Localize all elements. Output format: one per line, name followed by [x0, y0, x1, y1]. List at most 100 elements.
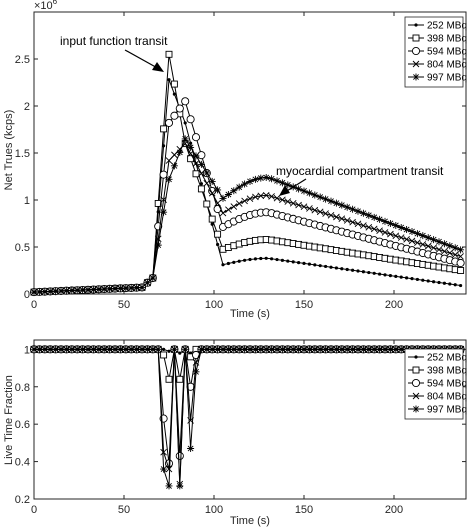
bottom-legend-label: 594 MBq [427, 379, 467, 390]
top-series-marker-4 [35, 288, 43, 296]
exponent-label: ×106 [34, 0, 58, 12]
top-series-marker-0 [448, 282, 452, 286]
bottom-series-marker-4 [397, 345, 405, 353]
bottom-x-tick-label: 50 [118, 504, 130, 516]
bottom-series-marker-4 [219, 345, 227, 353]
bottom-series-marker-4 [208, 345, 216, 353]
top-series-marker-0 [286, 259, 290, 263]
top-series-marker-3 [392, 232, 400, 240]
bottom-series-marker-4 [359, 345, 367, 353]
top-series-marker-4 [316, 193, 324, 201]
top-legend-marker [412, 73, 420, 81]
bottom-series-marker-4 [133, 345, 141, 353]
top-series-marker-3 [419, 241, 427, 248]
top-series-marker-3 [354, 220, 362, 228]
top-series-marker-0 [248, 257, 252, 262]
top-plot-frame [33, 11, 467, 295]
top-series-marker-3 [295, 201, 302, 209]
top-x-axis-label: Time (s) [230, 308, 270, 320]
bottom-plot-frame [33, 339, 467, 500]
top-series-marker-0 [334, 266, 338, 270]
top-series-marker-0 [199, 182, 203, 186]
top-series-marker-3 [257, 192, 265, 200]
bottom-series-marker-4 [251, 345, 259, 353]
top-series-marker-3 [338, 215, 346, 223]
top-series-marker-0 [232, 260, 236, 264]
top-series-marker-3 [360, 222, 367, 229]
top-series-marker-0 [210, 222, 214, 226]
bottom-legend-marker [414, 355, 418, 359]
top-legend-label: 997 MBq [427, 73, 467, 84]
top-series-marker-2 [159, 170, 168, 179]
top-series-marker-1 [160, 125, 168, 133]
bottom-series-marker-4 [214, 345, 222, 353]
top-series-marker-3 [408, 237, 416, 245]
top-legend-label: 252 MBq [427, 21, 467, 32]
bottom-series-marker-4 [100, 345, 108, 353]
top-series-marker-0 [367, 270, 371, 275]
top-series-marker-4 [343, 203, 351, 211]
bottom-series-marker-3 [160, 448, 167, 456]
top-y-axis-label: Net Trues (kcps) [3, 110, 15, 191]
top-series-marker-0 [399, 275, 403, 279]
bottom-y-tick-label: 0.2 [15, 494, 30, 506]
bottom-series-marker-4 [106, 345, 114, 353]
bottom-series-marker-4 [197, 345, 205, 353]
bottom-series-marker-4 [273, 345, 281, 353]
bottom-series-marker-4 [111, 345, 119, 353]
annotation-arrow-input-head [152, 62, 164, 72]
top-series-marker-3 [208, 189, 216, 197]
bottom-x-axis-label: Time (s) [230, 515, 270, 527]
bottom-x-tick-label: 200 [385, 504, 403, 516]
bottom-series-marker-0 [178, 351, 182, 355]
top-series-marker-3 [414, 239, 421, 247]
top-series-marker-0 [291, 260, 295, 264]
top-series-marker-1 [192, 170, 200, 178]
top-series-marker-0 [302, 261, 306, 265]
top-series-marker-4 [424, 234, 432, 242]
bottom-legend-label: 997 MBq [427, 405, 467, 416]
top-series-marker-0 [280, 258, 284, 262]
bottom-series-marker-4 [376, 345, 384, 353]
top-series-marker-4 [192, 152, 200, 160]
bottom-series-marker-4 [278, 345, 286, 353]
top-series-marker-2 [186, 115, 195, 124]
top-series-marker-3 [219, 209, 227, 217]
bottom-series-marker-4 [246, 345, 254, 353]
bottom-series-marker-4 [176, 482, 184, 490]
top-y-tick-label: 2.5 [15, 54, 30, 66]
top-series-marker-0 [243, 258, 247, 262]
top-series-marker-4 [451, 244, 459, 252]
exponent-base: ×10 [34, 0, 53, 12]
bottom-series-marker-4 [122, 345, 130, 353]
top-series-marker-3 [165, 157, 173, 164]
top-series-marker-0 [453, 283, 457, 287]
bottom-series-marker-4 [284, 345, 292, 353]
top-series-marker-4 [305, 189, 313, 197]
top-series-marker-4 [376, 215, 384, 223]
top-series-marker-4 [57, 287, 65, 295]
top-plot: 0 50 100 150 200 0 0.5 1 1.5 2 2.5 Time (s) Net T… [3, 0, 467, 320]
top-series-marker-4 [111, 285, 119, 293]
top-series-marker-3 [316, 208, 324, 216]
top-series-marker-3 [457, 253, 464, 260]
top-series-marker-0 [410, 277, 414, 281]
annotation-input-function: input function transit [60, 34, 168, 48]
top-series-marker-3 [154, 235, 162, 243]
bottom-series-marker-2 [175, 451, 184, 461]
bottom-series-marker-4 [89, 345, 97, 353]
top-series-marker-3 [403, 235, 410, 243]
bottom-x-ticks: 0 50 100 150 200 [31, 340, 403, 516]
bottom-legend: 252 MBq 398 MBq 594 MBq 804 MBq 997 MBq [404, 348, 467, 420]
bottom-series-marker-4 [30, 345, 38, 353]
top-series-marker-4 [235, 183, 243, 191]
top-series-marker-0 [351, 268, 355, 272]
top-series-marker-0 [167, 78, 171, 82]
top-series-marker-1 [154, 199, 162, 207]
top-series-marker-4 [332, 199, 340, 207]
top-series-group [29, 50, 465, 297]
top-series-marker-3 [171, 151, 178, 159]
top-series-marker-3 [284, 198, 292, 205]
exponent-power: 6 [53, 0, 58, 6]
